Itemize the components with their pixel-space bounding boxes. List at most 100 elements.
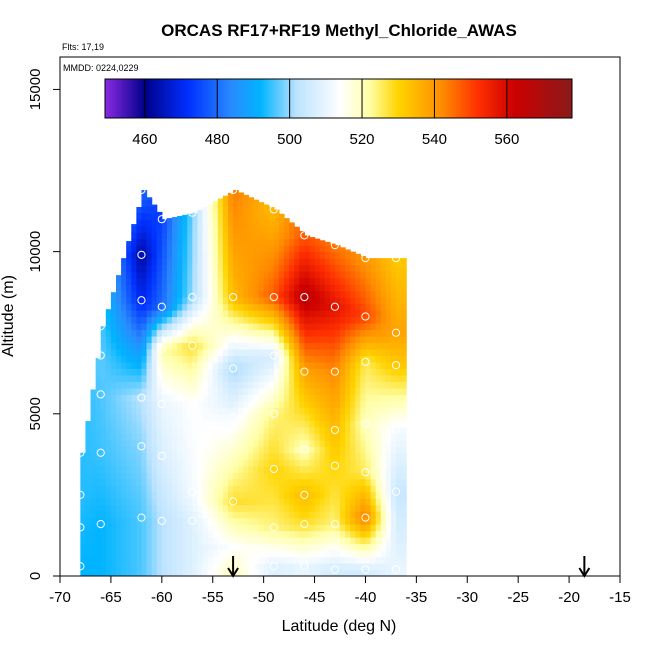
x-tick-label: -60 [151, 589, 173, 606]
heatmap-cell [166, 413, 173, 421]
heatmap-cell [90, 389, 97, 395]
heatmap-cell [355, 316, 361, 324]
heatmap-cell [309, 316, 316, 324]
sample-point [96, 322, 105, 331]
heatmap-cell [233, 407, 239, 415]
heatmap-cell [248, 517, 255, 525]
heatmap-cell [85, 504, 92, 512]
heatmap-cell [329, 543, 336, 551]
heatmap-cell [294, 245, 300, 253]
heatmap-cell [95, 485, 102, 493]
heatmap-cell [324, 524, 331, 532]
heatmap-cell [299, 511, 305, 519]
heatmap-cell [228, 511, 234, 519]
heatmap-cell [182, 214, 188, 220]
heatmap-cell [289, 407, 295, 415]
heatmap-cell [85, 439, 92, 447]
heatmap-cell [161, 245, 168, 253]
colorbar-swatch [439, 79, 443, 118]
heatmap-cell [187, 219, 193, 227]
heatmap-cell [396, 348, 402, 357]
heatmap-cell [396, 271, 402, 279]
heatmap-cell [324, 271, 331, 279]
heatmap-cell [116, 316, 122, 324]
heatmap-cell [324, 413, 331, 421]
heatmap-cell [100, 530, 107, 538]
heatmap-cell [156, 465, 163, 473]
colorbar-swatch [258, 79, 262, 118]
heatmap-cell [222, 498, 229, 506]
sample-point [188, 487, 197, 496]
heatmap-cell [136, 394, 143, 402]
heatmap-cell [289, 251, 295, 259]
heatmap-cell [401, 322, 407, 331]
heatmap-cell [324, 543, 331, 551]
heatmap-cell [238, 517, 244, 525]
heatmap-cell [390, 355, 397, 363]
heatmap-cell [202, 452, 209, 460]
heatmap-cell [289, 537, 295, 545]
heatmap-cell [289, 439, 295, 447]
heatmap-cell [360, 472, 367, 480]
heatmap-cell [80, 543, 87, 551]
heatmap-cell [217, 420, 224, 428]
colorbar-swatch [369, 79, 372, 118]
heatmap-cell [340, 284, 346, 292]
colorbar-swatch [483, 79, 486, 118]
heatmap-cell [278, 439, 285, 447]
heatmap-cell [212, 504, 219, 512]
heatmap-cell [370, 335, 377, 344]
heatmap-cell [278, 569, 285, 576]
heatmap-cell [365, 258, 372, 266]
heatmap-cell [126, 550, 132, 558]
heatmap-cell [207, 322, 214, 331]
heatmap-cell [370, 303, 377, 311]
heatmap-cell [401, 452, 407, 460]
heatmap-cell [248, 277, 255, 285]
heatmap-cell [151, 251, 158, 259]
heatmap-cell [141, 361, 148, 369]
heatmap-cell [105, 316, 112, 324]
heatmap-cell [136, 569, 143, 576]
heatmap-cell [116, 485, 122, 493]
heatmap-cell [166, 218, 173, 220]
colorbar-swatch [429, 79, 432, 118]
heatmap-cell [345, 348, 351, 357]
heatmap-cell [156, 225, 163, 233]
heatmap-cell [187, 245, 193, 253]
heatmap-cell [146, 556, 153, 564]
colorbar-swatch [387, 79, 390, 118]
heatmap-cell [141, 504, 148, 512]
heatmap-cell [80, 537, 87, 545]
heatmap-cell [253, 433, 260, 441]
heatmap-cell [146, 387, 153, 395]
heatmap-cell [121, 569, 127, 576]
heatmap-cell [258, 310, 265, 318]
heatmap-cell [340, 504, 346, 512]
heatmap-cell [192, 381, 199, 389]
heatmap-cell [217, 387, 224, 395]
heatmap-cell [121, 310, 127, 318]
heatmap-cell [187, 238, 193, 246]
heatmap-cell [197, 258, 204, 266]
heatmap-cell [345, 316, 351, 324]
heatmap-cell [268, 225, 275, 233]
colorbar-swatch [443, 79, 446, 118]
heatmap-cell [131, 277, 137, 285]
heatmap-cell [375, 439, 382, 447]
heatmap-cell [166, 387, 173, 395]
heatmap-cell [340, 329, 346, 337]
heatmap-cell [202, 251, 209, 259]
heatmap-cell [212, 511, 219, 519]
heatmap-cell [309, 413, 316, 421]
heatmap-cell [319, 413, 326, 421]
heatmap-cell [228, 472, 234, 480]
heatmap-cell [273, 485, 280, 493]
heatmap-cell [238, 361, 244, 369]
heatmap-cell [212, 342, 219, 350]
heatmap-cell [319, 556, 326, 564]
colorbar-swatch [229, 79, 233, 118]
heatmap-cell [243, 348, 249, 357]
heatmap-cell [156, 569, 163, 576]
colorbar-swatch [457, 79, 461, 118]
